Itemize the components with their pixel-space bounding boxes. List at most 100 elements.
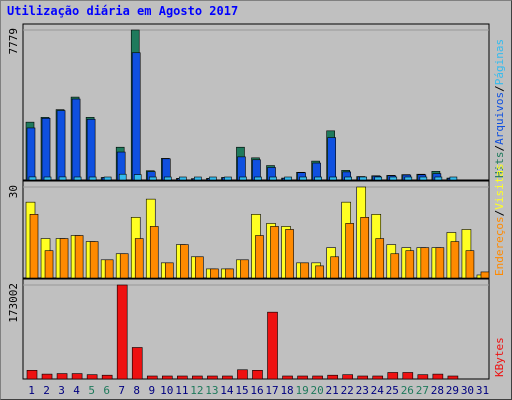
bar-paginas [88, 176, 97, 181]
bar-enderecos [285, 229, 294, 279]
bar-enderecos [240, 259, 249, 279]
x-tick-label: 31 [476, 384, 489, 397]
bar-kbytes [146, 375, 158, 380]
bar-paginas [194, 176, 202, 181]
x-tick-label: 29 [446, 384, 459, 397]
legend-requests: Hits/Arquivos/Páginas [493, 39, 506, 178]
bar-paginas [359, 176, 368, 181]
x-tick-label: 25 [386, 384, 399, 397]
bar-kbytes [357, 375, 369, 380]
bar-paginas [374, 176, 383, 181]
bar-paginas [239, 176, 247, 181]
bar-paginas [224, 176, 232, 181]
legend-entry: Endereços [493, 216, 506, 276]
bar-arquivos [26, 127, 36, 181]
bar-enderecos [375, 238, 385, 279]
legend-entry: Visitas [493, 163, 506, 209]
x-tick-label: 24 [371, 384, 385, 397]
bar-enderecos [345, 223, 354, 279]
x-tick-label: 12 [190, 384, 203, 397]
panel-kbytes [22, 278, 490, 380]
x-tick-label: 9 [148, 384, 155, 397]
bar-enderecos [180, 244, 189, 279]
bar-kbytes [131, 347, 143, 380]
x-tick-label: 6 [103, 384, 110, 397]
bar-kbytes [86, 374, 98, 380]
x-tick-label: 23 [356, 384, 369, 397]
bar-paginas [389, 176, 398, 181]
bar-enderecos [164, 262, 174, 279]
bar-kbytes [432, 373, 444, 380]
x-tick-label: 1 [28, 384, 35, 397]
bar-kbytes [267, 311, 278, 380]
x-tick-label: 10 [160, 384, 173, 397]
bar-enderecos [29, 214, 39, 279]
bar-enderecos [480, 271, 490, 279]
x-tick-label: 27 [416, 384, 429, 397]
legend-entry: / [493, 145, 506, 152]
bar-kbytes [71, 373, 83, 380]
bar-paginas [404, 176, 413, 181]
bar-enderecos [59, 238, 69, 279]
bar-paginas [43, 176, 52, 181]
x-tick-label: 20 [311, 384, 324, 397]
legend-entry: / [493, 210, 506, 217]
bar-enderecos [270, 226, 279, 279]
panel-requests [22, 23, 490, 181]
bar-enderecos [74, 235, 84, 279]
x-tick-label: 8 [133, 384, 140, 397]
legend-kbytes: KBytes [493, 337, 506, 377]
bar-arquivos [71, 98, 81, 181]
bar-enderecos [420, 247, 430, 279]
bar-paginas [133, 174, 142, 181]
bar-paginas [434, 176, 443, 181]
bar-enderecos [405, 250, 415, 279]
bar-enderecos [104, 259, 114, 279]
bar-kbytes [192, 375, 203, 380]
x-tick-label: 5 [88, 384, 95, 397]
x-tick-label: 21 [326, 384, 339, 397]
y-max-label: 30 [7, 185, 20, 198]
bar-arquivos [131, 52, 141, 181]
bar-kbytes [282, 375, 293, 380]
bar-kbytes [447, 375, 459, 380]
bar-kbytes [177, 375, 188, 380]
bar-paginas [344, 176, 352, 181]
bar-paginas [314, 176, 322, 181]
bar-enderecos [89, 241, 99, 279]
bar-arquivos [41, 117, 51, 181]
bar-paginas [73, 176, 82, 181]
bar-arquivos [327, 137, 336, 181]
bar-enderecos [44, 250, 54, 279]
x-tick-label: 14 [220, 384, 234, 397]
bar-kbytes [327, 374, 338, 380]
bar-paginas [299, 176, 307, 181]
bar-enderecos [300, 262, 309, 279]
bar-enderecos [225, 268, 234, 279]
bar-kbytes [26, 370, 38, 380]
legend-entry: / [493, 85, 506, 92]
bar-enderecos [465, 250, 475, 279]
x-tick-label: 30 [461, 384, 474, 397]
bar-arquivos [56, 110, 66, 181]
chart-title: Utilização diária em Agosto 2017 [7, 4, 239, 18]
bar-paginas [449, 176, 458, 181]
bar-enderecos [255, 235, 264, 279]
bar-enderecos [119, 253, 129, 279]
bar-enderecos [210, 268, 219, 279]
x-tick-label: 3 [58, 384, 65, 397]
bar-kbytes [387, 372, 399, 380]
bar-enderecos [450, 241, 460, 279]
bar-kbytes [297, 375, 308, 380]
bar-arquivos [237, 156, 246, 181]
x-tick-label: 16 [250, 384, 263, 397]
bar-paginas [58, 176, 67, 181]
bar-paginas [269, 176, 277, 181]
bar-kbytes [161, 375, 173, 380]
bar-paginas [148, 176, 157, 181]
x-tick-label: 2 [43, 384, 50, 397]
bar-enderecos [149, 226, 159, 279]
bar-paginas [329, 176, 337, 181]
